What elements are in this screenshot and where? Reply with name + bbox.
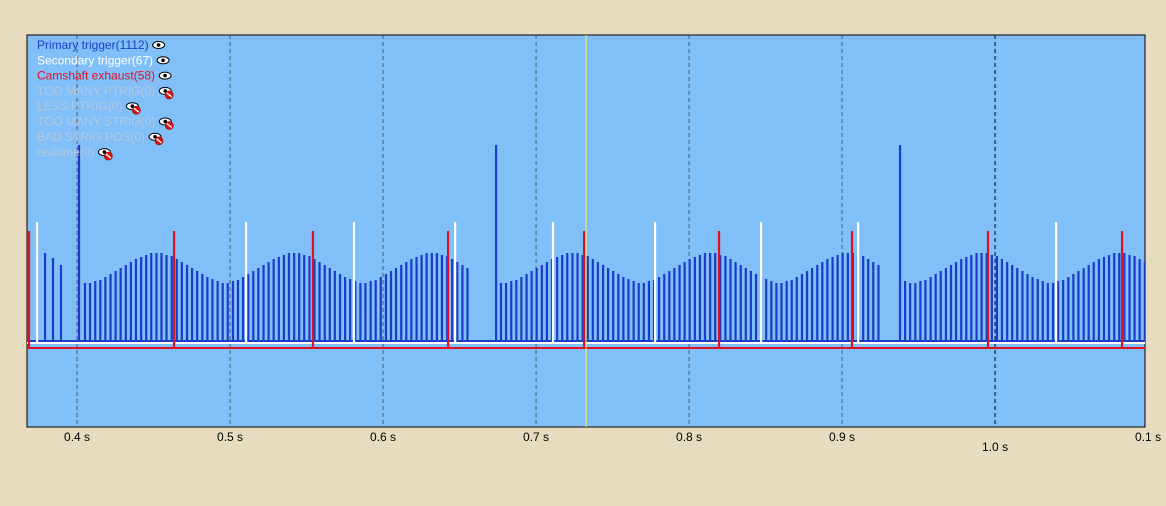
- legend-entry[interactable]: Primary trigger(1112): [37, 38, 149, 52]
- legend-entry[interactable]: TOO MANY STRIG(0): [37, 115, 155, 129]
- eye-pupil: [130, 104, 135, 108]
- x-tick-label: 0.9 s: [829, 430, 855, 444]
- eye-pupil: [161, 58, 165, 63]
- legend-entry[interactable]: TOO MANY PTRIG(0): [37, 84, 155, 98]
- x-tick-label: 0.1 s: [1135, 430, 1161, 444]
- legend-entry[interactable]: BAD STRIG POS(0): [37, 130, 145, 144]
- legend-entry[interactable]: Camshaft exhaust(58): [37, 69, 155, 83]
- eye-icon[interactable]: [158, 71, 172, 80]
- hidden-eye-icon[interactable]: [97, 148, 113, 161]
- eye-icon[interactable]: [156, 56, 170, 65]
- legend-entry[interactable]: Secondary trigger(67): [37, 53, 153, 67]
- eye-pupil: [153, 135, 157, 139]
- x-tick-label: 0.5 s: [217, 430, 243, 444]
- hidden-eye-icon[interactable]: [158, 86, 174, 100]
- no-sign-bar: [166, 122, 173, 129]
- no-sign-bar: [156, 138, 162, 144]
- eye-pupil: [163, 73, 167, 78]
- hidden-eye-icon[interactable]: [125, 102, 141, 115]
- legend-entry[interactable]: realtime(0): [37, 145, 94, 159]
- eye-pupil: [163, 119, 168, 124]
- x-tick-label: 1.0 s: [982, 440, 1008, 454]
- eye-pupil: [156, 43, 161, 47]
- no-sign-bar: [105, 153, 112, 159]
- no-sign-bar: [166, 92, 173, 98]
- no-sign-bar: [133, 107, 140, 113]
- x-tick-label: 0.6 s: [370, 430, 396, 444]
- x-tick-label: 0.4 s: [64, 430, 90, 444]
- x-tick-label: 0.7 s: [523, 430, 549, 444]
- legend-entry[interactable]: LESS PTRIG(0): [37, 99, 122, 113]
- hidden-eye-icon[interactable]: [148, 132, 164, 146]
- eye-pupil: [163, 89, 168, 93]
- eye-pupil: [102, 150, 107, 154]
- eye-icon[interactable]: [152, 41, 166, 49]
- hidden-eye-icon[interactable]: [158, 117, 174, 130]
- x-tick-label: 0.8 s: [676, 430, 702, 444]
